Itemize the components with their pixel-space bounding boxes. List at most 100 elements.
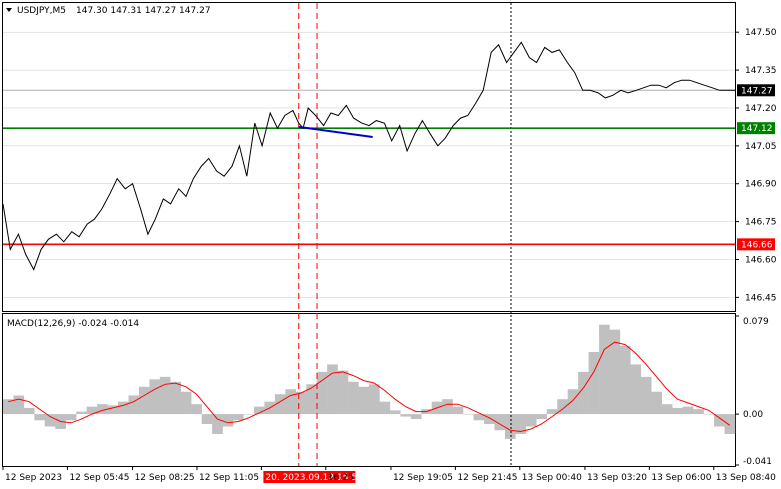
macd-bar — [609, 329, 621, 415]
macd-bar — [327, 364, 338, 415]
macd-bar — [201, 414, 213, 425]
macd-bar — [149, 379, 161, 415]
price-series — [2, 41, 735, 271]
symbol-label: USDJPY,M5 — [17, 6, 66, 16]
macd-bar — [97, 404, 108, 415]
macd-bar — [358, 386, 370, 415]
macd-bar — [34, 414, 46, 421]
signal-line — [8, 341, 731, 433]
macd-bar — [138, 386, 150, 415]
macd-bar — [23, 407, 35, 415]
macd-bar — [3, 399, 14, 415]
time-tick-label: 12 Sep 05:45 — [69, 473, 129, 483]
macd-bar — [452, 406, 464, 415]
macd-bar — [65, 414, 77, 421]
trend-segment-line — [298, 125, 373, 138]
macd-signal-series — [8, 341, 731, 433]
price-tick-label: 146.60 — [745, 255, 777, 265]
macd-bar — [233, 414, 244, 421]
time-highlight-label: 20. 2023.09.12 15:55 — [265, 473, 363, 483]
macd-bar — [630, 364, 642, 415]
macd-bar — [306, 384, 317, 415]
macd-bar — [86, 406, 98, 415]
price-tick-label: 146.75 — [745, 218, 777, 228]
triangle-down-icon[interactable] — [6, 8, 12, 12]
macd-bar — [515, 414, 527, 434]
macd-bar — [703, 414, 715, 415]
vertical-markers — [298, 3, 512, 466]
level-badge — [737, 238, 775, 251]
macd-tick-label: 0.00 — [743, 410, 763, 420]
macd-bar — [619, 345, 631, 415]
macd-bar — [274, 394, 286, 415]
time-tick-label: 12 Sep 19:05 — [393, 473, 453, 483]
macd-bar — [76, 411, 87, 415]
time-tick-label: 13 Sep 06:00 — [651, 473, 711, 483]
macd-bar — [536, 414, 547, 420]
macd-bar — [724, 414, 736, 434]
macd-bar — [442, 399, 453, 415]
macd-bar — [212, 414, 223, 434]
macd-bar — [484, 414, 495, 425]
price-tick-label: 146.90 — [745, 180, 777, 190]
macd-bar — [389, 410, 401, 415]
level-label: 146.66 — [741, 240, 773, 250]
price-tick-label: 147.05 — [745, 142, 777, 152]
time-tick-label: 12 Sep 08:25 — [135, 473, 195, 483]
price-tick-label: 146.45 — [745, 293, 777, 303]
macd-bar — [191, 404, 202, 415]
price-tick-label: 147.35 — [745, 66, 777, 76]
macd-bar — [504, 414, 516, 439]
macd-bar — [159, 376, 171, 415]
ohlc-label: 147.30 147.31 147.27 147.27 — [76, 6, 211, 16]
price-gridlines — [3, 31, 735, 298]
macd-histogram — [3, 324, 736, 439]
macd-bar — [316, 371, 328, 415]
macd-bar — [661, 404, 673, 415]
current-price-badge — [737, 84, 775, 97]
macd-bar — [410, 414, 422, 420]
macd-bar — [473, 414, 485, 421]
current-price-label: 147.27 — [741, 86, 773, 96]
macd-bar — [13, 395, 25, 415]
macd-bar — [651, 391, 662, 415]
macd-bar — [170, 381, 181, 415]
macd-bar — [400, 414, 412, 417]
macd-bar — [44, 414, 56, 427]
macd-bar — [578, 371, 589, 415]
macd-bar — [369, 384, 380, 415]
macd-bar — [494, 414, 506, 431]
level-label: 147.12 — [741, 124, 773, 134]
time-tick-label: 12 Sep 2023 — [5, 473, 62, 483]
time-tick-label: 12 Sep 11:05 — [199, 473, 259, 483]
price-panel-frame — [2, 2, 736, 312]
macd-bar — [588, 352, 600, 415]
macd-bar — [463, 414, 474, 415]
macd-tick-label: 0.079 — [743, 317, 769, 327]
macd-tick-label: -0.041 — [743, 457, 772, 467]
macd-bar — [243, 414, 255, 415]
macd-bar — [128, 395, 140, 415]
macd-bar — [557, 399, 568, 415]
price-tick-label: 147.50 — [745, 28, 777, 38]
macd-bar — [640, 376, 652, 415]
macd-bar — [693, 409, 704, 415]
time-tick-label: 16:25 — [328, 473, 354, 483]
macd-bar — [253, 406, 265, 415]
macd-bar — [379, 401, 391, 415]
price-tick-label: 147.20 — [745, 104, 777, 114]
time-tick-label: 13 Sep 03:20 — [587, 473, 647, 483]
macd-bar — [348, 381, 359, 415]
macd-bar — [567, 389, 579, 415]
time-highlight-badge — [263, 471, 356, 483]
time-tick-label: 13 Sep 00:40 — [522, 473, 582, 483]
level-badge — [737, 122, 775, 135]
macd-bar — [672, 407, 683, 415]
macd-bar — [714, 414, 725, 427]
macd-bar — [546, 409, 558, 415]
macd-bar — [682, 406, 694, 415]
price-line — [2, 41, 735, 271]
macd-bar — [118, 401, 129, 415]
macd-bar — [285, 389, 296, 415]
